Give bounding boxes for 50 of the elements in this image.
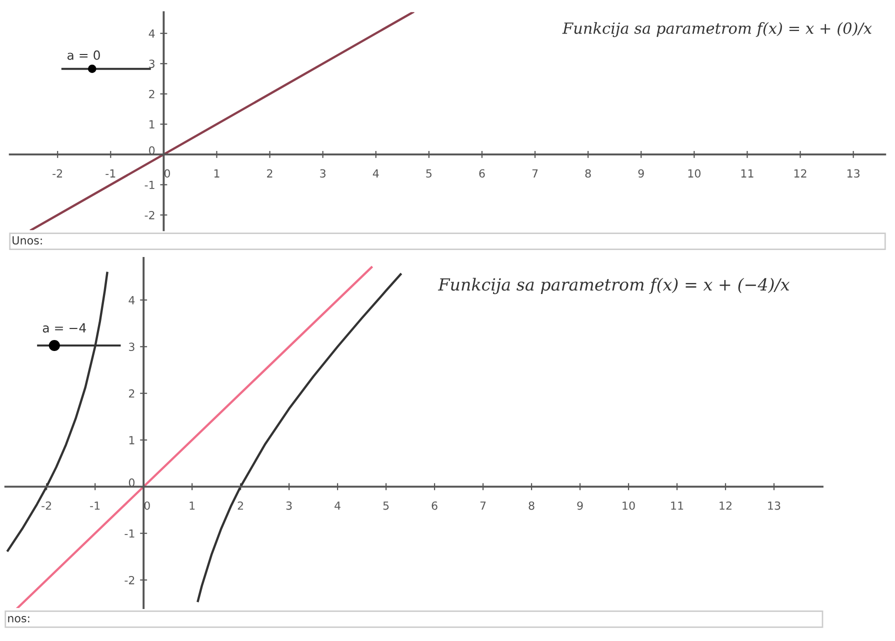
x-tick-label: 7 (532, 169, 538, 178)
text: Unos: (12, 236, 42, 245)
y-tick-label: -1 (144, 180, 154, 189)
y-tick-label: 1 (150, 120, 154, 128)
x-tick-label: 10 (622, 501, 635, 510)
y-tick-label: 3 (149, 60, 154, 68)
y-tick-label: 2 (149, 90, 154, 98)
y-tick-label: -2 (144, 210, 154, 220)
x-tick-label: 2 (238, 501, 243, 510)
x-tick-label: 9 (638, 169, 644, 178)
x-tick-label: 6 (479, 169, 485, 178)
x-tick-label: 7 (480, 502, 486, 510)
x-tick-label: 3 (286, 501, 292, 510)
x-tick-label: 3 (320, 169, 326, 178)
x-tick-label: 5 (426, 169, 432, 178)
x-tick-label: -1 (106, 169, 116, 178)
x-tick-label: 8 (585, 169, 591, 178)
x-tick-label: 4 (372, 169, 379, 178)
x-tick-label: 12 (720, 501, 732, 510)
y-tick-label: 4 (148, 29, 155, 38)
text: Funkcija sa parametrom f(x) = x + (0)/x (562, 22, 872, 38)
y-tick-label: 3 (129, 342, 134, 352)
x-tick-label: 12 (794, 169, 806, 178)
x-tick-label: 1 (190, 502, 195, 510)
y-tick-label: -1 (124, 529, 134, 538)
y-tick-label: 2 (128, 389, 134, 398)
x-tick-label: 13 (768, 501, 780, 510)
x-tick-label: 8 (528, 501, 534, 510)
text: nos: (8, 616, 30, 622)
x-tick-label: 5 (383, 502, 389, 510)
x-tick-label: 4 (334, 502, 340, 510)
x-tick-label: 10 (688, 169, 701, 178)
y-tick-label: 1 (129, 436, 134, 444)
x-tick-label: -2 (52, 169, 62, 178)
x-tick-label: 6 (432, 501, 438, 510)
x-tick-label: 13 (847, 169, 860, 178)
x-tick-label: 1 (214, 169, 220, 178)
x-tick-label: 11 (741, 169, 754, 178)
y-tick-label: 4 (128, 296, 135, 304)
annotation: a = −4 (42, 323, 86, 333)
x-tick-label: -2 (42, 501, 52, 510)
line-series (196, 273, 402, 602)
annotation: a = 0 (67, 50, 100, 60)
x-tick-label: 11 (671, 502, 684, 510)
x-tick-label: 2 (267, 169, 272, 178)
x-tick-label: 9 (577, 501, 583, 510)
text: Funkcija sa parametrom f(x) = x + (−4)/x (438, 278, 790, 294)
y-tick-label: -2 (124, 576, 134, 584)
x-tick-label: 0 (164, 169, 170, 178)
x-tick-label: -1 (90, 502, 100, 510)
